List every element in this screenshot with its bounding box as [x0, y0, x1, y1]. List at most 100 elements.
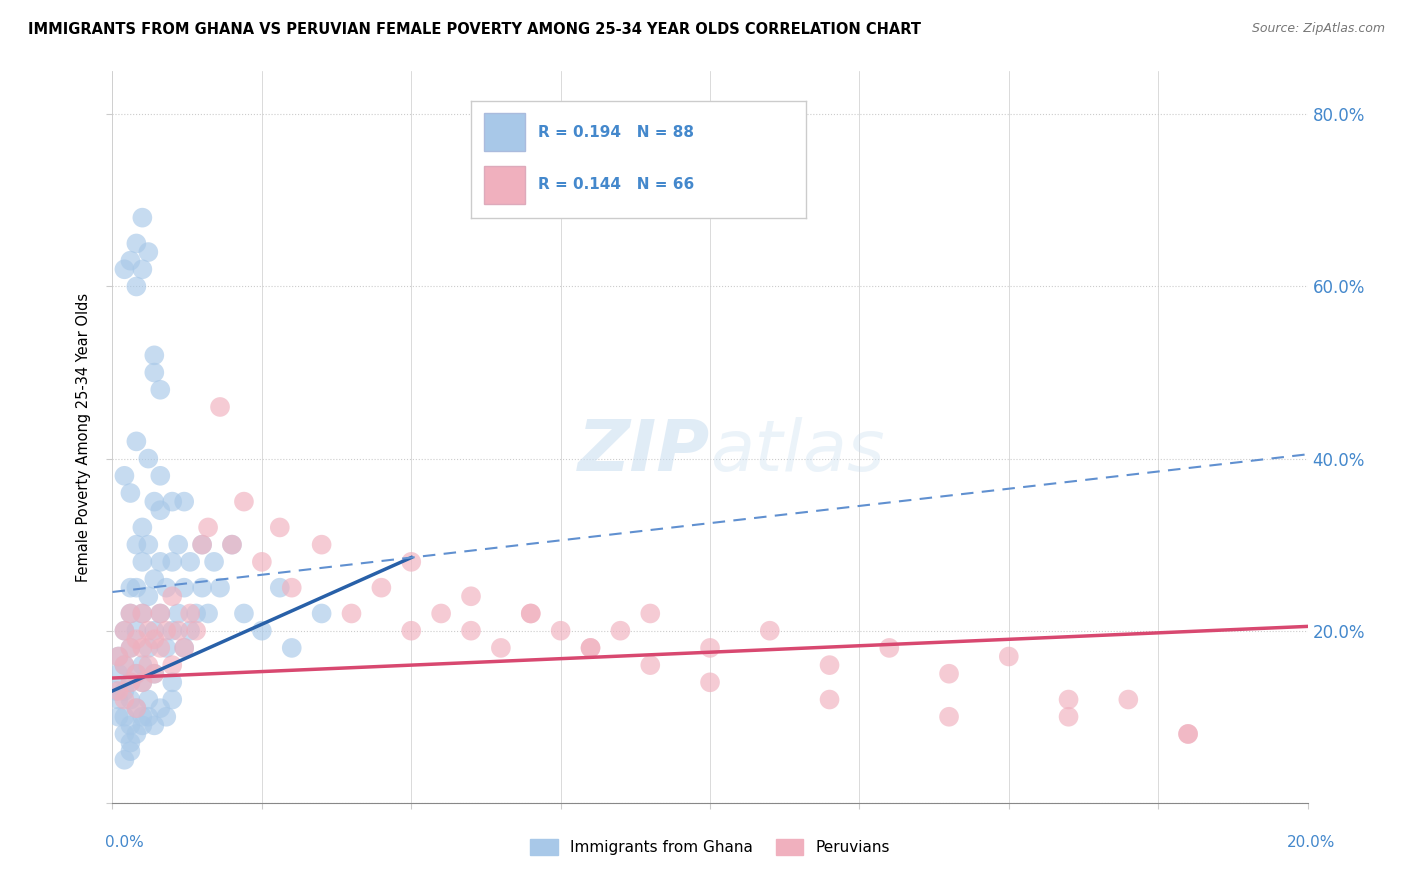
- Point: [131, 520, 153, 534]
- Point: [143, 366, 166, 380]
- Point: [138, 624, 160, 638]
- Point: [114, 468, 135, 483]
- Point: [173, 640, 195, 655]
- Point: [138, 640, 160, 655]
- Point: [131, 675, 153, 690]
- Point: [114, 753, 135, 767]
- Point: [107, 710, 129, 724]
- Point: [149, 607, 172, 621]
- Point: [120, 692, 142, 706]
- Text: Source: ZipAtlas.com: Source: ZipAtlas.com: [1251, 22, 1385, 36]
- Point: [138, 692, 160, 706]
- Point: [143, 666, 166, 681]
- Point: [114, 624, 135, 638]
- Point: [579, 640, 602, 655]
- Point: [818, 692, 841, 706]
- Point: [340, 607, 363, 621]
- Point: [125, 701, 148, 715]
- Point: [107, 684, 129, 698]
- Point: [138, 658, 160, 673]
- Text: IMMIGRANTS FROM GHANA VS PERUVIAN FEMALE POVERTY AMONG 25-34 YEAR OLDS CORRELATI: IMMIGRANTS FROM GHANA VS PERUVIAN FEMALE…: [28, 22, 921, 37]
- Point: [131, 555, 153, 569]
- Point: [131, 710, 153, 724]
- Point: [143, 348, 166, 362]
- Point: [131, 211, 153, 225]
- Point: [107, 692, 129, 706]
- Point: [120, 735, 142, 749]
- Point: [162, 494, 183, 508]
- Point: [125, 624, 148, 638]
- Point: [179, 624, 201, 638]
- Point: [114, 658, 135, 673]
- Point: [173, 581, 195, 595]
- Point: [609, 624, 631, 638]
- Point: [149, 503, 172, 517]
- Point: [104, 684, 127, 698]
- Point: [120, 607, 142, 621]
- Point: [138, 589, 160, 603]
- Point: [186, 607, 208, 621]
- Point: [143, 666, 166, 681]
- Point: [125, 434, 148, 449]
- Point: [143, 494, 166, 508]
- Point: [1177, 727, 1199, 741]
- Point: [699, 675, 721, 690]
- Point: [311, 607, 333, 621]
- Point: [120, 253, 142, 268]
- Point: [699, 640, 721, 655]
- Point: [143, 624, 166, 638]
- Point: [162, 555, 183, 569]
- Point: [107, 666, 129, 681]
- Point: [149, 607, 172, 621]
- Point: [120, 607, 142, 621]
- Point: [167, 624, 190, 638]
- Point: [269, 581, 291, 595]
- Point: [120, 486, 142, 500]
- Point: [114, 710, 135, 724]
- Point: [401, 555, 423, 569]
- Point: [460, 589, 482, 603]
- Point: [221, 538, 243, 552]
- Point: [1057, 692, 1080, 706]
- Point: [149, 640, 172, 655]
- Point: [209, 581, 232, 595]
- Point: [155, 624, 177, 638]
- Point: [155, 710, 177, 724]
- Point: [143, 572, 166, 586]
- Point: [120, 640, 142, 655]
- Point: [162, 675, 183, 690]
- Point: [311, 538, 333, 552]
- Point: [818, 658, 841, 673]
- Point: [120, 718, 142, 732]
- Point: [173, 494, 195, 508]
- Point: [131, 262, 153, 277]
- Point: [125, 236, 148, 251]
- Point: [759, 624, 782, 638]
- Text: ZIP: ZIP: [578, 417, 710, 486]
- Point: [162, 624, 183, 638]
- Point: [114, 692, 135, 706]
- Point: [125, 538, 148, 552]
- Point: [120, 581, 142, 595]
- Point: [370, 581, 392, 595]
- Point: [191, 581, 214, 595]
- Point: [167, 538, 190, 552]
- Point: [281, 581, 304, 595]
- Text: 20.0%: 20.0%: [1288, 836, 1336, 850]
- Point: [579, 640, 602, 655]
- Point: [173, 640, 195, 655]
- Point: [550, 624, 572, 638]
- Point: [125, 727, 148, 741]
- Point: [125, 279, 148, 293]
- Point: [191, 538, 214, 552]
- Point: [520, 607, 543, 621]
- Point: [125, 581, 148, 595]
- Point: [179, 607, 201, 621]
- Point: [167, 607, 190, 621]
- Point: [640, 658, 662, 673]
- Point: [138, 245, 160, 260]
- Point: [149, 468, 172, 483]
- Point: [125, 701, 148, 715]
- Point: [269, 520, 291, 534]
- Point: [938, 710, 960, 724]
